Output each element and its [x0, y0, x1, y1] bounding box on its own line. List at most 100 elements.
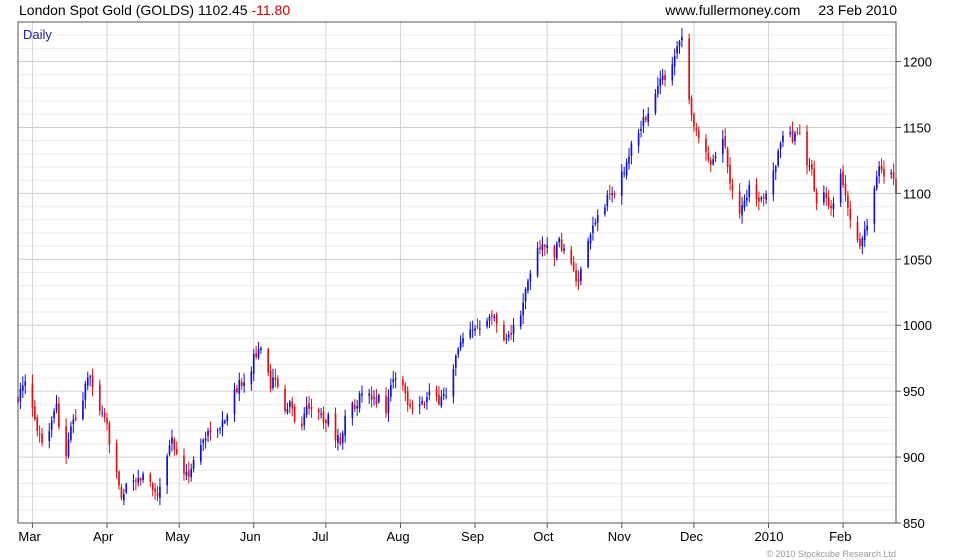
down-bar-body — [762, 196, 765, 199]
up-bar-body — [527, 280, 529, 291]
up-bar-body — [536, 248, 539, 276]
up-bar-body — [721, 138, 724, 155]
up-bar-body — [168, 445, 171, 455]
up-bar-body — [426, 397, 428, 403]
down-bar-body — [796, 131, 799, 133]
up-bar-body — [878, 166, 881, 177]
up-bar-body — [505, 338, 508, 340]
up-bar-body — [486, 320, 488, 327]
down-bar-body — [813, 168, 816, 191]
down-bar-body — [402, 379, 404, 386]
down-bar-body — [293, 406, 296, 422]
down-bar-body — [301, 424, 303, 427]
down-bar-body — [255, 353, 257, 357]
down-bar-body — [644, 117, 647, 121]
up-bar-body — [257, 349, 260, 358]
up-bar-body — [512, 325, 515, 335]
up-bar-body — [358, 393, 361, 409]
down-bar-body — [695, 127, 698, 131]
y-tick-label: 1150 — [903, 120, 931, 135]
down-bar-body — [154, 488, 156, 492]
up-bar-body — [351, 403, 354, 418]
up-bar-body — [70, 426, 72, 440]
y-tick-label: 1000 — [903, 318, 932, 333]
up-bar-body — [185, 472, 188, 476]
up-bar-body — [746, 197, 748, 201]
down-bar-body — [815, 191, 818, 204]
last-price: 1102.45 — [198, 2, 248, 18]
down-bar-body — [375, 397, 378, 404]
down-bar-body — [859, 238, 861, 247]
up-bar-body — [457, 348, 460, 355]
down-bar-body — [709, 160, 712, 165]
up-bar-body — [67, 439, 70, 456]
down-bar-body — [274, 377, 277, 380]
down-bar-body — [353, 404, 356, 410]
down-bar-body — [310, 406, 313, 410]
down-bar-body — [847, 195, 849, 208]
down-bar-body — [236, 387, 238, 392]
x-tick-label: Oct — [533, 529, 554, 544]
x-tick-label: Feb — [829, 529, 851, 544]
source-url[interactable]: www.fullermoney.com — [665, 2, 801, 18]
down-bar-body — [435, 389, 438, 397]
down-bar-body — [175, 449, 178, 454]
down-bar-body — [553, 246, 556, 258]
up-bar-body — [226, 415, 229, 421]
down-bar-body — [31, 383, 34, 409]
up-bar-body — [392, 379, 395, 383]
y-tick-label: 950 — [903, 384, 925, 399]
down-bar-body — [156, 492, 159, 496]
up-bar-body — [86, 377, 89, 386]
down-bar-body — [664, 75, 666, 81]
up-bar-body — [303, 413, 306, 426]
up-bar-body — [24, 381, 27, 386]
up-bar-body — [288, 401, 291, 407]
down-bar-body — [120, 486, 123, 499]
down-bar-body — [572, 261, 575, 271]
up-bar-body — [493, 316, 496, 319]
up-bar-body — [471, 329, 474, 331]
down-bar-body — [173, 439, 176, 450]
up-bar-body — [19, 388, 22, 402]
down-bar-body — [575, 270, 577, 282]
up-bar-body — [48, 431, 51, 442]
up-bar-body — [890, 173, 893, 175]
down-bar-body — [409, 404, 411, 407]
plot-frame — [17, 21, 897, 524]
up-bar-body — [659, 78, 662, 87]
up-bar-body — [238, 380, 241, 394]
up-bar-body — [712, 159, 715, 165]
down-bar-body — [276, 378, 279, 387]
chart-source-info: www.fullermoney.com 23 Feb 2010 — [665, 0, 897, 20]
up-bar-body — [53, 411, 55, 419]
up-bar-body — [587, 241, 589, 267]
up-bar-body — [233, 389, 236, 414]
up-bar-body — [794, 133, 796, 142]
up-bar-body — [519, 315, 522, 327]
down-bar-body — [267, 349, 270, 373]
y-axis: 850 900 950 1000 1050 1100 1150 1200 — [896, 55, 932, 531]
up-bar-body — [89, 376, 92, 378]
down-bar-body — [791, 130, 794, 142]
up-bar-body — [272, 377, 274, 388]
up-bar-body — [21, 385, 24, 391]
up-bar-body — [421, 401, 423, 404]
down-bar-body — [106, 417, 108, 424]
down-bar-body — [118, 471, 120, 486]
up-bar-body — [611, 193, 613, 195]
up-bar-body — [661, 75, 664, 80]
up-bar-body — [671, 64, 674, 81]
up-bar-body — [604, 207, 606, 215]
down-bar-body — [880, 165, 883, 170]
down-bar-body — [726, 148, 729, 167]
up-bar-body — [207, 431, 209, 437]
down-bar-body — [830, 205, 832, 209]
chart-date: 23 Feb 2010 — [818, 2, 897, 18]
y-tick-label: 850 — [903, 516, 925, 531]
down-bar-body — [827, 197, 830, 206]
up-bar-body — [580, 269, 582, 282]
down-bar-body — [810, 164, 813, 170]
up-bar-body — [373, 397, 375, 399]
up-bar-body — [589, 234, 592, 244]
